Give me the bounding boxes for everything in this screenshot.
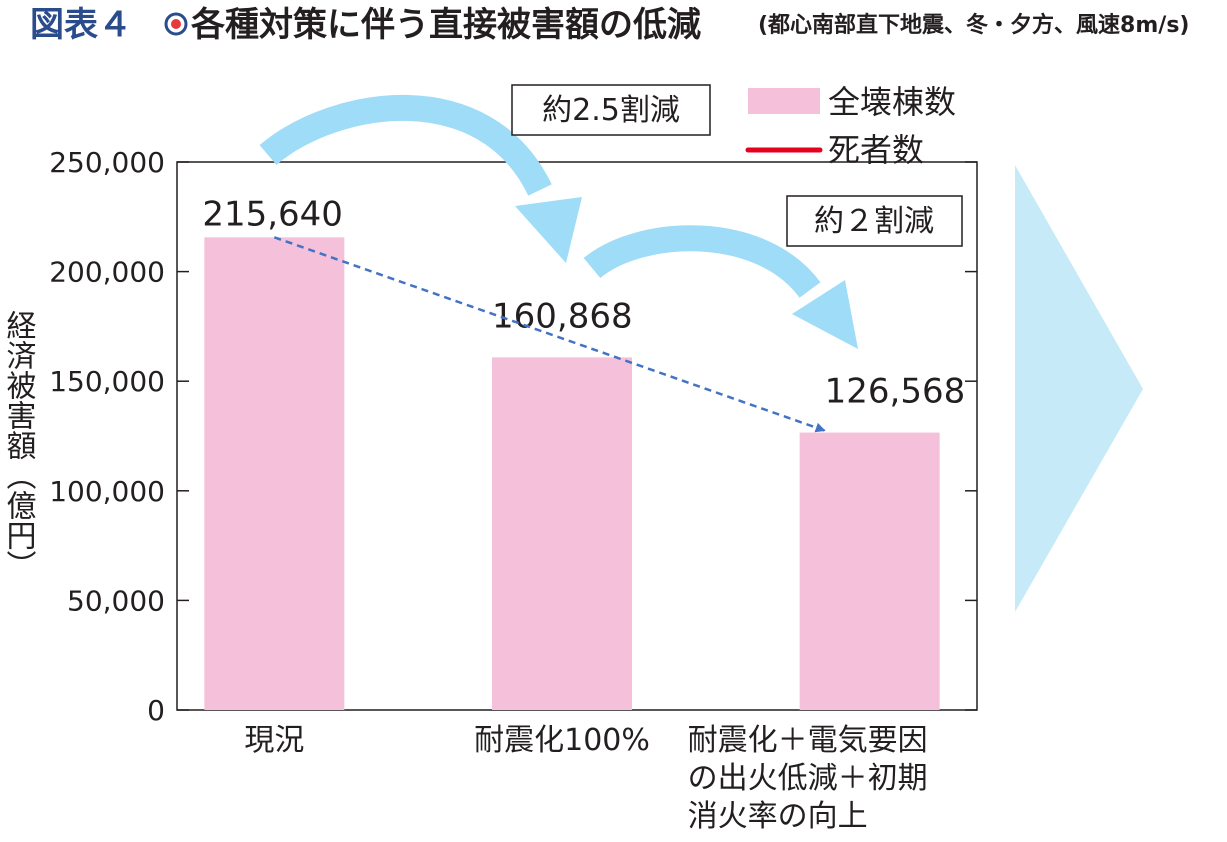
category-label-2: 消火率の向上 — [688, 799, 868, 834]
y-tick-label: 250,000 — [49, 146, 165, 179]
category-label-2: 耐震化＋電気要因 — [688, 723, 928, 758]
y-tick-label: 0 — [147, 694, 165, 727]
category-label-1: 耐震化100% — [474, 723, 650, 758]
reduction-swoosh-arrow-2 — [583, 225, 858, 349]
chart-title: 各種対策に伴う直接被害額の低減 — [191, 5, 701, 45]
bar-series — [204, 237, 940, 710]
y-tick-label: 100,000 — [49, 475, 165, 508]
bar-1 — [492, 357, 632, 710]
y-tick-label: 50,000 — [67, 584, 165, 617]
legend-swatch-bar — [748, 88, 820, 114]
bar-2 — [799, 432, 940, 710]
value-label-1: 160,868 — [492, 296, 633, 336]
reduction-callout-1: 約2.5割減 — [511, 84, 711, 136]
y-tick-label: 150,000 — [49, 365, 165, 398]
figure-marker-icon — [164, 12, 188, 36]
chart-condition: (都心南部直下地震、冬・夕方、風速8m/s) — [758, 12, 1189, 38]
legend: 全壊棟数 死者数 — [745, 83, 956, 169]
reduction-label-1: 約2.5割減 — [542, 93, 680, 128]
y-tick-label: 200,000 — [49, 256, 165, 289]
value-labels: 215,640 160,868 126,568 — [202, 194, 965, 411]
plot-frame: 0 50,000 100,000 150,000 200,000 250,000 — [49, 146, 978, 727]
legend-label-0: 全壊棟数 — [828, 83, 956, 121]
value-label-0: 215,640 — [202, 194, 343, 234]
value-label-2: 126,568 — [825, 372, 966, 412]
trend-dashed-arrow — [273, 236, 826, 433]
y-axis-label: 経済被害額（億円） — [1, 310, 37, 580]
bar-0 — [204, 237, 345, 710]
reduction-label-2: 約２割減 — [814, 204, 934, 239]
category-label-2: の出火低減＋初期 — [688, 761, 928, 796]
legend-label-1: 死者数 — [828, 131, 924, 169]
figure-number: 図表４ — [30, 5, 132, 45]
reduction-callout-2: 約２割減 — [786, 195, 963, 247]
reduction-swoosh-arrow-1 — [259, 95, 582, 263]
category-label-0: 現況 — [244, 723, 304, 758]
right-arrow-shape — [1015, 165, 1143, 612]
